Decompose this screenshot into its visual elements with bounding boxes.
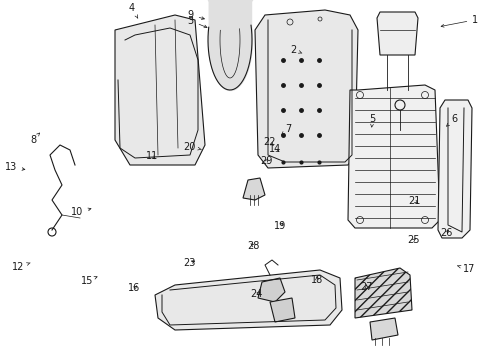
Polygon shape [347,85,439,228]
Text: 7: 7 [281,124,291,135]
Text: 25: 25 [406,235,419,246]
Text: 1: 1 [440,15,477,27]
Text: 17: 17 [457,264,475,274]
Text: 3: 3 [187,16,206,28]
Text: 27: 27 [360,282,372,292]
Text: 11: 11 [145,150,158,161]
Text: 20: 20 [183,142,201,152]
Text: 23: 23 [183,258,196,268]
Polygon shape [354,268,411,318]
Text: 29: 29 [260,156,272,166]
Polygon shape [437,100,471,238]
Text: 2: 2 [290,45,301,55]
Text: 4: 4 [129,3,138,18]
Polygon shape [369,318,397,340]
Text: 19: 19 [273,221,285,231]
Text: 15: 15 [81,276,97,286]
Polygon shape [269,298,294,322]
Text: 22: 22 [263,137,276,147]
Text: 21: 21 [407,196,420,206]
Text: 16: 16 [128,283,141,293]
Text: 13: 13 [4,162,25,172]
Polygon shape [155,270,341,330]
Text: 18: 18 [310,275,323,285]
Text: 24: 24 [250,289,263,300]
Text: 8: 8 [30,133,40,145]
Polygon shape [243,178,264,200]
Text: 10: 10 [71,207,91,217]
Polygon shape [258,278,285,302]
Polygon shape [115,15,204,165]
Text: 26: 26 [439,228,451,238]
Text: 5: 5 [369,114,375,127]
Polygon shape [376,12,417,55]
Text: 12: 12 [12,262,30,272]
Text: 28: 28 [246,240,259,251]
Text: 14: 14 [268,144,281,154]
Polygon shape [254,10,357,168]
Text: 9: 9 [187,10,204,20]
Text: 6: 6 [446,114,457,126]
